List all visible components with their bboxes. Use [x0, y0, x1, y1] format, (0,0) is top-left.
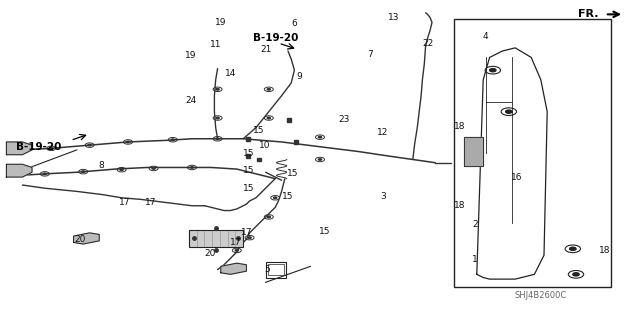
Text: 17: 17 — [241, 228, 252, 237]
Text: 15: 15 — [243, 149, 254, 158]
Text: 10: 10 — [259, 141, 270, 150]
Circle shape — [216, 138, 219, 139]
Text: 3: 3 — [380, 192, 385, 201]
Circle shape — [152, 168, 155, 169]
Text: 22: 22 — [422, 39, 433, 48]
Text: 19: 19 — [215, 18, 227, 27]
Circle shape — [120, 169, 123, 170]
Text: 21: 21 — [260, 45, 271, 54]
Bar — [266, 262, 286, 278]
Polygon shape — [74, 233, 99, 244]
Text: 9: 9 — [297, 72, 302, 81]
Circle shape — [216, 89, 219, 90]
Bar — [257, 158, 261, 161]
Text: 20: 20 — [204, 249, 216, 258]
Text: 15: 15 — [319, 227, 331, 236]
Circle shape — [274, 197, 276, 198]
Text: 18: 18 — [599, 246, 611, 255]
Bar — [268, 264, 284, 275]
Circle shape — [570, 247, 576, 250]
Text: 19: 19 — [185, 51, 196, 60]
Circle shape — [319, 159, 321, 160]
Circle shape — [506, 110, 512, 113]
Text: 16: 16 — [511, 173, 523, 182]
Text: 12: 12 — [377, 128, 388, 137]
Bar — [246, 154, 250, 158]
Text: 14: 14 — [225, 69, 236, 78]
Circle shape — [236, 250, 238, 251]
Polygon shape — [6, 164, 32, 177]
Bar — [287, 118, 291, 122]
Text: 8: 8 — [99, 161, 104, 170]
Bar — [294, 140, 298, 144]
Circle shape — [319, 137, 321, 138]
Circle shape — [268, 216, 270, 218]
Text: 15: 15 — [287, 169, 299, 178]
Bar — [189, 230, 243, 247]
Text: 15: 15 — [243, 166, 254, 175]
Circle shape — [172, 139, 174, 140]
Circle shape — [127, 141, 129, 143]
Text: 6: 6 — [292, 19, 297, 28]
Text: 24: 24 — [185, 96, 196, 105]
Text: 15: 15 — [282, 192, 294, 201]
Text: 15: 15 — [253, 126, 265, 135]
Text: 5: 5 — [265, 265, 270, 274]
Polygon shape — [464, 137, 483, 166]
Text: B-19-20: B-19-20 — [253, 33, 298, 43]
Text: 4: 4 — [483, 32, 488, 41]
Circle shape — [248, 237, 251, 238]
Circle shape — [490, 69, 496, 72]
Text: 1: 1 — [472, 256, 477, 264]
Circle shape — [50, 148, 52, 149]
Text: 7: 7 — [367, 50, 372, 59]
Text: SHJ4B2600C: SHJ4B2600C — [515, 291, 567, 300]
Text: 17: 17 — [230, 238, 241, 247]
Circle shape — [216, 117, 219, 119]
Circle shape — [191, 167, 193, 168]
Text: 20: 20 — [74, 235, 86, 244]
Text: 17: 17 — [145, 198, 156, 207]
Text: 2: 2 — [472, 220, 477, 229]
Text: 11: 11 — [210, 40, 221, 49]
Text: 15: 15 — [243, 184, 254, 193]
Text: 23: 23 — [339, 115, 350, 124]
Bar — [246, 137, 250, 141]
Circle shape — [44, 173, 46, 174]
Circle shape — [268, 117, 270, 119]
Text: FR.: FR. — [578, 9, 598, 19]
Circle shape — [573, 273, 579, 276]
Polygon shape — [221, 263, 246, 274]
Bar — [454, 19, 611, 287]
Circle shape — [82, 171, 84, 172]
Text: 17: 17 — [119, 198, 131, 207]
Polygon shape — [6, 142, 32, 155]
Text: 13: 13 — [388, 13, 399, 22]
Circle shape — [88, 145, 91, 146]
Circle shape — [268, 89, 270, 90]
Text: B-19-20: B-19-20 — [16, 142, 61, 152]
Text: 18: 18 — [454, 201, 465, 210]
Text: 18: 18 — [454, 122, 465, 130]
